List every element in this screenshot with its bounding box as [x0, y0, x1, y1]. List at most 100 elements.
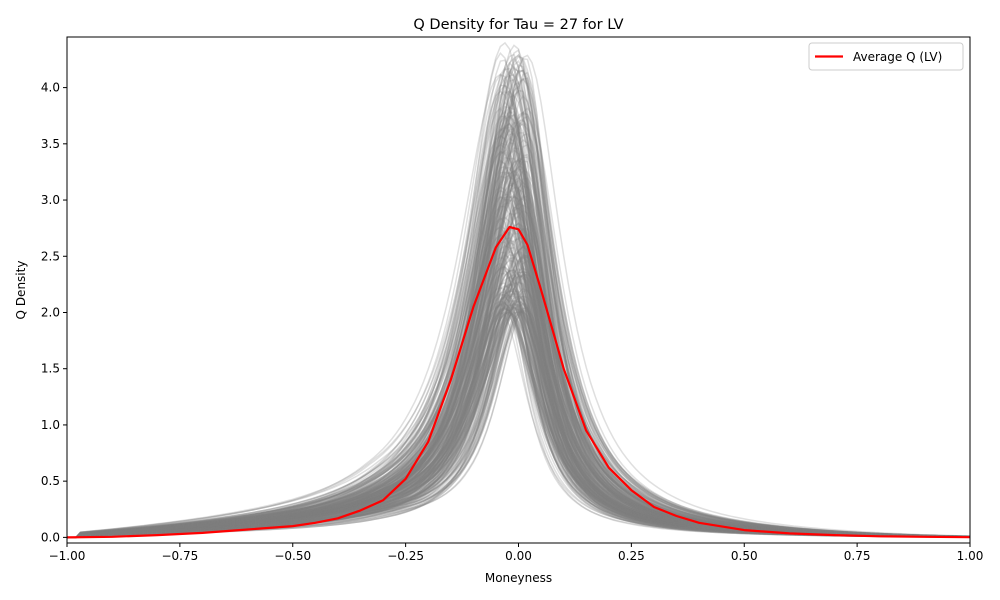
sample-curve [67, 85, 970, 539]
sample-curve [67, 177, 970, 539]
sample-curve [67, 308, 970, 539]
sample-curve [67, 44, 970, 539]
sample-curve [67, 132, 970, 539]
x-axis: −1.00 −0.75 −0.50 −0.25 0.00 0.25 0.50 0.75 1.00 [49, 543, 983, 563]
sample-curve [67, 111, 970, 539]
sample-curve [67, 250, 970, 539]
sample-curve [67, 195, 970, 539]
sample-curve [67, 65, 970, 539]
sample-curve [67, 135, 970, 539]
sample-curve [67, 253, 970, 539]
chart-title: Q Density for Tau = 27 for LV [413, 17, 623, 33]
legend-label: Average Q (LV) [853, 50, 942, 64]
sample-curve [67, 255, 970, 539]
sample-curve [67, 300, 970, 539]
sample-curve [67, 188, 970, 539]
sample-curve [67, 202, 970, 539]
sample-curve [67, 156, 970, 539]
sample-curve [67, 126, 970, 539]
sample-curve [67, 142, 970, 539]
sample-curve [67, 271, 970, 539]
sample-curve [67, 266, 970, 539]
sample-curve [67, 311, 970, 539]
sample-curve [67, 273, 970, 539]
sample-curve [67, 67, 970, 539]
sample-curve [67, 74, 970, 539]
sample-curve [67, 270, 970, 539]
sample-curve [67, 170, 970, 539]
sample-curve [67, 69, 970, 539]
x-tick-label: −0.50 [274, 549, 311, 563]
sample-curve [67, 78, 970, 539]
sample-curve [67, 311, 970, 539]
sample-curve [67, 310, 970, 539]
sample-curve [67, 198, 970, 539]
sample-curve [67, 59, 970, 539]
sample-curve [67, 228, 970, 539]
x-tick-label: −0.75 [161, 549, 198, 563]
sample-curve [67, 77, 970, 539]
y-tick-label: 3.5 [41, 137, 60, 151]
y-axis-label: Q Density [14, 261, 28, 320]
sample-curve [67, 57, 970, 539]
sample-curve [67, 90, 970, 539]
sample-curve [67, 171, 970, 539]
sample-curve [67, 53, 970, 539]
sample-curve [67, 71, 970, 539]
sample-curve [67, 149, 970, 539]
sample-curve [67, 54, 970, 539]
sample-curve [67, 156, 970, 539]
y-tick-label: 2.5 [41, 249, 60, 263]
y-tick-label: 1.0 [41, 418, 60, 432]
sample-curve [67, 122, 970, 539]
sample-curve [67, 205, 970, 539]
sample-curve [67, 115, 970, 539]
sample-curve [67, 143, 970, 539]
sample-curve [67, 73, 970, 539]
sample-curve [67, 311, 970, 539]
x-axis-label: Moneyness [485, 571, 552, 585]
sample-curve [67, 90, 970, 539]
sample-curve [67, 84, 970, 539]
sample-curve [67, 232, 970, 539]
sample-curve [67, 77, 970, 539]
sample-curve [67, 166, 970, 539]
sample-curve [67, 184, 970, 539]
sample-curve [67, 186, 970, 539]
sample-curve [67, 274, 970, 539]
sample-curve [67, 159, 970, 539]
sample-curve [67, 53, 970, 539]
average-line [67, 225, 970, 539]
sample-curve [67, 233, 970, 539]
sample-curve [67, 170, 970, 539]
sample-curve [67, 310, 970, 539]
sample-curve [67, 132, 970, 539]
x-tick-label: −1.00 [49, 549, 86, 563]
sample-curve [67, 308, 970, 539]
sample-curve [67, 307, 970, 539]
x-tick-label: 0.00 [505, 549, 532, 563]
sample-curve [67, 254, 970, 539]
sample-curve [67, 158, 970, 539]
sample-curve [67, 311, 970, 539]
x-tick-label: 0.25 [618, 549, 645, 563]
y-tick-label: 0.5 [41, 474, 60, 488]
sample-curve [67, 196, 970, 539]
sample-curve [67, 89, 970, 539]
sample-curve [67, 51, 970, 539]
sample-curve [67, 115, 970, 539]
sample-curve [67, 57, 970, 539]
average-series [67, 225, 970, 539]
sample-curve [67, 256, 970, 539]
sample-curve [67, 134, 970, 539]
sample-curve [67, 295, 970, 539]
sample-curve [67, 122, 970, 539]
sample-curve [67, 114, 970, 539]
sample-curve [67, 60, 970, 539]
sample-curve [67, 127, 970, 539]
sample-curve [67, 84, 970, 539]
sample-curve [67, 120, 970, 539]
sample-curve [67, 77, 970, 539]
sample-curve [67, 177, 970, 539]
